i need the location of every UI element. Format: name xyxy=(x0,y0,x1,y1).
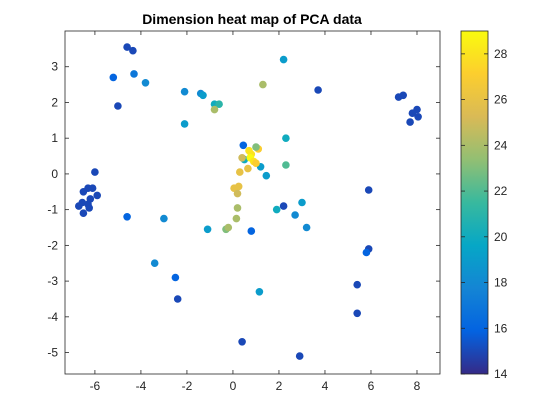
scatter-point xyxy=(180,87,189,96)
x-tick-label: 8 xyxy=(414,379,421,393)
scatter-point xyxy=(279,202,288,210)
scatter-point xyxy=(247,227,256,235)
scatter-point xyxy=(236,168,244,176)
scatter-point xyxy=(79,209,88,217)
x-axis: -6 -4 -2 0 2 4 6 8 xyxy=(90,31,421,393)
scatter-point xyxy=(244,164,252,173)
x-tick-label: -2 xyxy=(182,379,193,393)
scatter-point xyxy=(272,205,281,214)
y-tick-label: -2 xyxy=(47,238,58,252)
scatter-point xyxy=(238,154,246,162)
scatter-point xyxy=(353,280,362,289)
scatter-point xyxy=(114,102,122,110)
scatter-point xyxy=(210,105,219,114)
scatter-point xyxy=(230,184,238,192)
chart-title: Dimension heat map of PCA data xyxy=(142,11,362,27)
scatter-points xyxy=(75,43,422,360)
scatter-point xyxy=(109,73,118,82)
scatter-point xyxy=(399,91,408,100)
scatter-point xyxy=(233,204,242,212)
colorbar-tick-label: 18 xyxy=(494,276,508,290)
colorbar-tick-label: 20 xyxy=(494,230,508,244)
scatter-point xyxy=(295,352,304,360)
scatter-point xyxy=(406,118,414,126)
x-tick-label: 0 xyxy=(230,379,237,393)
scatter-point xyxy=(262,171,271,180)
scatter-point xyxy=(141,79,150,87)
scatter-point xyxy=(160,214,168,223)
scatter-point xyxy=(150,259,159,268)
scatter-point xyxy=(362,248,371,257)
scatter-point xyxy=(173,295,182,303)
scatter-point xyxy=(282,134,290,142)
x-tick-label: 2 xyxy=(276,379,283,393)
colorbar-tick-label: 28 xyxy=(494,47,508,61)
scatter-point xyxy=(224,223,233,232)
y-tick-label: 2 xyxy=(51,95,58,109)
y-tick-label: 1 xyxy=(51,131,58,145)
scatter-point xyxy=(79,188,88,196)
colorbar-axis: 14 16 18 20 22 24 26 28 xyxy=(461,47,508,381)
colorbar-tick-label: 24 xyxy=(494,138,508,152)
scatter-point xyxy=(123,213,131,221)
scatter-point xyxy=(75,202,83,210)
x-tick-label: 4 xyxy=(322,379,329,393)
scatter-point xyxy=(364,186,373,194)
scatter-point xyxy=(85,204,93,212)
scatter-point xyxy=(414,113,422,121)
y-axis: 3 2 1 0 -1 -2 -3 -4 -5 xyxy=(47,60,440,360)
y-tick-label: -1 xyxy=(47,203,58,217)
x-tick-label: -4 xyxy=(136,379,147,393)
colorbar-tick-label: 26 xyxy=(494,93,508,107)
scatter-point xyxy=(314,86,322,94)
scatter-point xyxy=(215,100,223,108)
y-tick-label: 3 xyxy=(51,60,58,74)
y-tick-label: -5 xyxy=(47,346,58,360)
y-tick-label: -3 xyxy=(47,274,58,288)
scatter-point xyxy=(123,43,131,51)
y-tick-label: -4 xyxy=(47,310,58,324)
scatter-point xyxy=(413,105,421,114)
scatter-point xyxy=(93,191,101,200)
scatter-point xyxy=(238,338,246,346)
scatter-point xyxy=(180,120,189,128)
scatter-point xyxy=(130,70,138,78)
colorbar xyxy=(460,30,489,375)
scatter-point xyxy=(302,223,311,232)
scatter-point xyxy=(171,273,180,282)
scatter-point xyxy=(233,189,242,198)
scatter-point xyxy=(255,288,264,296)
scatter-point xyxy=(91,168,99,176)
scatter-point xyxy=(259,80,267,89)
scatter-point xyxy=(298,198,306,207)
scatter-point xyxy=(291,211,299,219)
scatter-point xyxy=(282,161,290,169)
scatter-point xyxy=(203,225,212,234)
colorbar-tick-label: 16 xyxy=(494,321,508,335)
scatter-point xyxy=(252,159,260,167)
x-tick-label: 6 xyxy=(368,379,375,393)
scatter-point xyxy=(279,55,288,64)
y-tick-label: 0 xyxy=(51,167,58,181)
scatter-point xyxy=(232,214,241,223)
scatter-point xyxy=(353,309,362,318)
colorbar-tick-label: 22 xyxy=(494,184,508,198)
x-tick-label: -6 xyxy=(90,379,101,393)
scatter-point xyxy=(199,91,207,100)
plot-area xyxy=(64,30,441,375)
scatter-point xyxy=(239,141,248,150)
colorbar-tick-label: 14 xyxy=(494,367,508,381)
scatter-point xyxy=(129,46,137,55)
scatter-point xyxy=(252,143,260,151)
